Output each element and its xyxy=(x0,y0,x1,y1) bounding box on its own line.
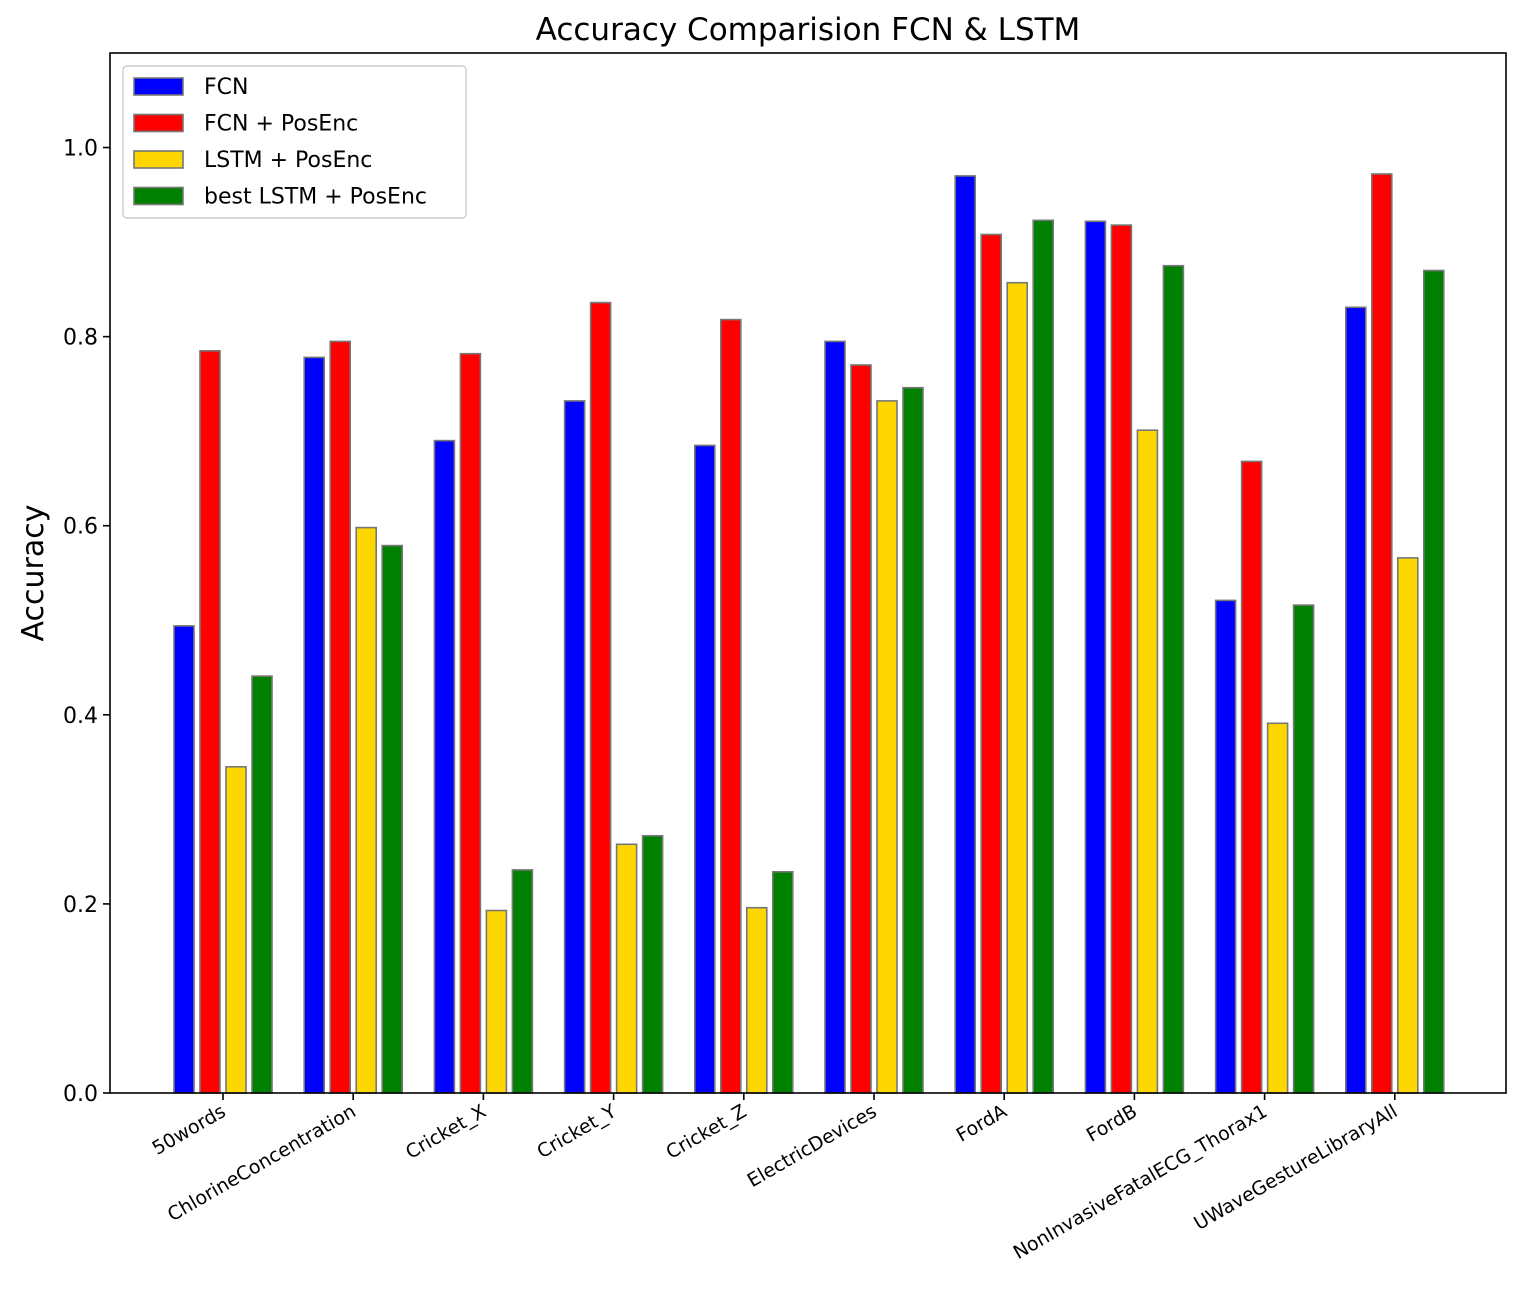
bar xyxy=(1162,264,1185,1094)
bar xyxy=(563,400,586,1094)
bar xyxy=(902,386,924,1094)
legend-swatch xyxy=(133,77,184,96)
y-tick-label: 0.0 xyxy=(63,1082,98,1107)
bar xyxy=(459,352,482,1094)
bar xyxy=(1136,429,1159,1094)
bar xyxy=(199,349,221,1094)
bar xyxy=(954,175,977,1094)
bar xyxy=(1032,219,1054,1094)
bar xyxy=(173,625,195,1094)
bar xyxy=(876,400,898,1094)
y-tick-label: 0.4 xyxy=(63,704,98,729)
y-tick-label: 0.2 xyxy=(63,893,98,918)
legend-label: best LSTM + PosEnc xyxy=(204,185,427,210)
bar xyxy=(719,318,742,1094)
bar xyxy=(251,675,273,1094)
bar xyxy=(355,526,378,1094)
bar xyxy=(485,909,508,1094)
bar xyxy=(615,843,638,1094)
bar xyxy=(850,364,872,1094)
bar xyxy=(1110,224,1133,1094)
y-tick-label: 0.8 xyxy=(63,326,98,351)
bar xyxy=(303,356,326,1094)
bar xyxy=(824,340,846,1094)
legend-swatch xyxy=(133,150,184,169)
bar xyxy=(225,765,247,1094)
bar xyxy=(1266,722,1289,1094)
y-axis: 0.0 0.2 0.4 0.6 0.8 1.0 xyxy=(63,137,110,1107)
chart-title: Accuracy Comparision FCN & LSTM xyxy=(536,12,1081,48)
legend-swatch xyxy=(133,113,184,133)
bar xyxy=(641,834,664,1094)
bar xyxy=(589,301,612,1094)
bar xyxy=(1240,460,1263,1094)
plot-frame xyxy=(109,52,1507,1094)
bars-layer xyxy=(173,173,1445,1094)
bar xyxy=(1345,306,1367,1094)
bar xyxy=(1006,281,1029,1094)
y-tick-label: 1.0 xyxy=(63,137,98,162)
bar xyxy=(329,340,352,1094)
bar xyxy=(511,869,534,1094)
bar xyxy=(1214,599,1237,1094)
bar xyxy=(980,233,1003,1094)
legend-swatch xyxy=(133,186,184,206)
y-tick-label: 0.6 xyxy=(63,515,98,540)
bar xyxy=(433,439,456,1094)
bar xyxy=(381,544,404,1094)
legend-label: FCN xyxy=(204,75,248,100)
legend-box xyxy=(122,65,467,219)
bar xyxy=(771,870,794,1094)
legend-label: LSTM + PosEnc xyxy=(204,148,372,173)
y-axis-label: Accuracy xyxy=(16,505,51,642)
bar xyxy=(1397,557,1419,1094)
bar xyxy=(1084,220,1107,1094)
bar xyxy=(693,444,716,1094)
bar xyxy=(1423,269,1445,1094)
bar xyxy=(1371,173,1393,1094)
legend-label: FCN + PosEnc xyxy=(204,112,358,137)
bar xyxy=(745,906,768,1094)
legend: FCN FCN + PosEnc LSTM + PosEnc best LSTM + … xyxy=(122,65,467,219)
bar xyxy=(1292,604,1315,1094)
